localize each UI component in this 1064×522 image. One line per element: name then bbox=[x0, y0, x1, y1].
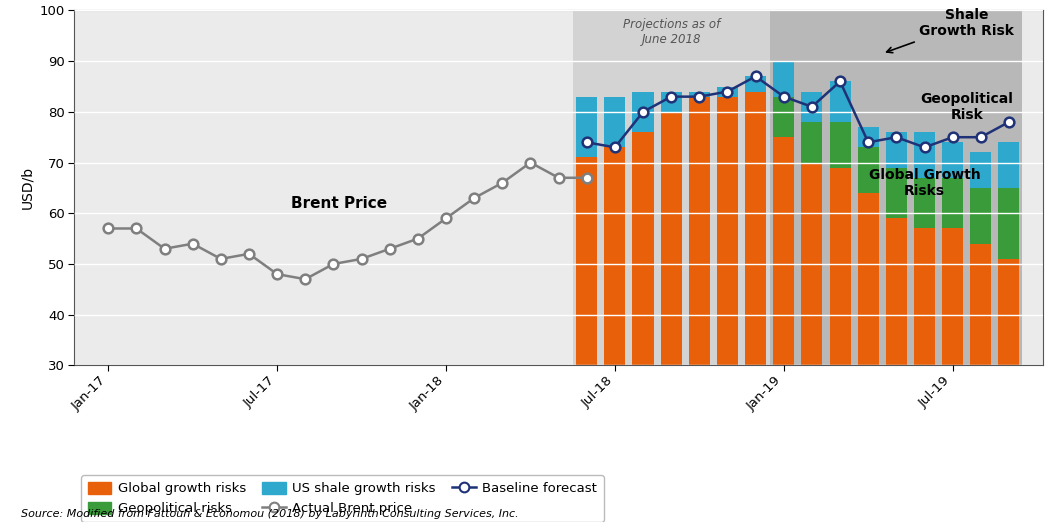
Bar bbox=[577, 97, 597, 158]
Bar bbox=[573, 10, 770, 365]
Bar bbox=[970, 188, 992, 244]
Bar bbox=[688, 91, 710, 97]
Bar bbox=[914, 132, 935, 178]
Text: Geopolitical
Risk: Geopolitical Risk bbox=[920, 92, 1013, 122]
Bar bbox=[914, 229, 935, 365]
Bar bbox=[688, 97, 710, 365]
Bar bbox=[801, 91, 822, 122]
Bar bbox=[858, 127, 879, 147]
Bar bbox=[886, 132, 907, 168]
Bar bbox=[970, 244, 992, 365]
Bar bbox=[770, 10, 1023, 365]
Bar bbox=[632, 91, 653, 132]
Text: Projections as of
June 2018: Projections as of June 2018 bbox=[622, 18, 720, 46]
Bar bbox=[745, 76, 766, 91]
Bar bbox=[998, 188, 1019, 259]
Y-axis label: USD/b: USD/b bbox=[20, 167, 34, 209]
Bar bbox=[886, 168, 907, 218]
Bar bbox=[970, 152, 992, 188]
Legend: Global growth risks, Geopolitical risks, US shale growth risks, Actual Brent pri: Global growth risks, Geopolitical risks,… bbox=[81, 476, 603, 522]
Bar bbox=[774, 61, 795, 97]
Bar bbox=[830, 168, 850, 365]
Bar bbox=[774, 137, 795, 365]
Text: Brent Price: Brent Price bbox=[292, 196, 387, 211]
Bar bbox=[830, 122, 850, 168]
Text: Global Growth
Risks: Global Growth Risks bbox=[868, 168, 980, 198]
Bar bbox=[886, 218, 907, 365]
Bar bbox=[661, 112, 682, 365]
Bar bbox=[942, 178, 963, 229]
Text: Source: Modified from Fattouh & Economou (2018) by Labyrinth Consulting Services: Source: Modified from Fattouh & Economou… bbox=[21, 509, 519, 519]
Bar bbox=[942, 229, 963, 365]
Bar bbox=[830, 81, 850, 122]
Bar bbox=[632, 132, 653, 365]
Bar bbox=[801, 162, 822, 365]
Bar bbox=[717, 87, 738, 97]
Bar bbox=[604, 147, 626, 365]
Bar bbox=[577, 158, 597, 365]
Bar bbox=[604, 97, 626, 147]
Bar bbox=[745, 91, 766, 365]
Bar bbox=[774, 97, 795, 137]
Bar bbox=[801, 122, 822, 162]
Bar bbox=[942, 143, 963, 178]
Bar bbox=[717, 97, 738, 365]
Bar bbox=[661, 91, 682, 112]
Bar bbox=[858, 193, 879, 365]
Bar bbox=[914, 178, 935, 229]
Text: Shale
Growth Risk: Shale Growth Risk bbox=[886, 8, 1014, 53]
Bar bbox=[998, 259, 1019, 365]
Bar bbox=[858, 147, 879, 193]
Bar bbox=[998, 143, 1019, 188]
